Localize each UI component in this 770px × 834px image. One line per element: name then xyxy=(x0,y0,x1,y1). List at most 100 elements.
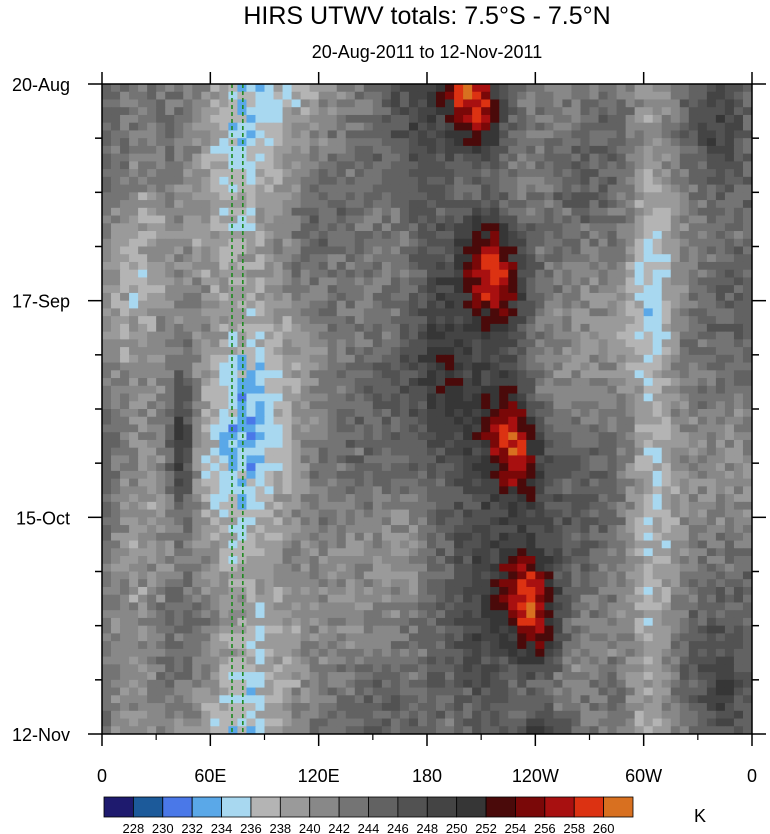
heatmap-cell xyxy=(390,145,401,155)
heatmap-cell xyxy=(580,91,591,101)
heatmap-cell xyxy=(111,84,121,93)
heatmap-cell xyxy=(399,378,410,387)
heatmap-cell xyxy=(174,424,184,433)
heatmap-cell xyxy=(327,354,338,364)
heatmap-cell xyxy=(454,300,464,310)
heatmap-cell xyxy=(589,563,600,573)
heatmap-cell xyxy=(318,192,329,201)
heatmap-cell xyxy=(363,323,374,333)
heatmap-cell xyxy=(652,130,663,139)
heatmap-cell xyxy=(553,300,564,310)
heatmap-cell xyxy=(634,277,645,286)
heatmap-cell xyxy=(327,409,338,418)
heatmap-cell xyxy=(201,200,211,209)
heatmap-cell xyxy=(706,91,717,101)
heatmap-cell xyxy=(535,200,545,209)
heatmap-cell xyxy=(156,532,166,542)
heatmap-cell xyxy=(445,370,455,379)
heatmap-cell xyxy=(381,153,392,162)
heatmap-cell xyxy=(679,285,690,294)
heatmap-cell xyxy=(381,316,392,325)
heatmap-cell xyxy=(742,610,752,619)
heatmap-cell xyxy=(652,300,663,310)
heatmap-cell xyxy=(427,501,437,511)
heatmap-cell xyxy=(327,486,338,495)
heatmap-cell xyxy=(589,161,600,170)
heatmap-cell xyxy=(742,393,752,402)
heatmap-cell xyxy=(111,138,121,147)
heatmap-cell xyxy=(508,223,518,232)
heatmap-cell xyxy=(399,594,410,604)
heatmap-cell xyxy=(472,153,482,162)
heatmap-cell xyxy=(255,525,266,534)
heatmap-cell xyxy=(580,161,591,170)
heatmap-cell xyxy=(454,517,464,526)
heatmap-cell xyxy=(336,331,347,340)
heatmap-cell xyxy=(499,339,509,348)
heatmap-cell xyxy=(616,370,627,379)
heatmap-cell xyxy=(291,447,302,457)
heatmap-cell xyxy=(616,501,627,511)
heatmap-cell xyxy=(129,277,139,286)
heatmap-cell xyxy=(201,354,211,364)
heatmap-cell xyxy=(688,494,699,503)
heatmap-cell xyxy=(120,231,130,240)
heatmap-cell xyxy=(598,161,609,170)
heatmap-cell xyxy=(174,517,184,526)
heatmap-cell xyxy=(390,300,401,310)
heatmap-cell xyxy=(165,285,175,294)
heatmap-cell xyxy=(354,385,365,395)
heatmap-cell xyxy=(417,470,428,480)
heatmap-cell xyxy=(156,207,166,217)
heatmap-cell xyxy=(571,99,582,108)
heatmap-cell xyxy=(427,130,437,139)
heatmap-cell xyxy=(129,393,139,402)
heatmap-cell xyxy=(228,602,239,611)
heatmap-cell xyxy=(481,486,491,495)
heatmap-cell xyxy=(490,563,500,573)
heatmap-cell xyxy=(544,525,554,534)
heatmap-cell xyxy=(417,269,428,279)
heatmap-cell xyxy=(111,432,121,441)
heatmap-cell xyxy=(715,200,726,209)
heatmap-cell xyxy=(120,161,130,170)
heatmap-cell xyxy=(372,385,383,395)
heatmap-cell xyxy=(372,122,383,132)
heatmap-cell xyxy=(372,424,383,433)
heatmap-cell xyxy=(318,548,329,557)
heatmap-cell xyxy=(255,192,266,201)
heatmap-cell xyxy=(408,161,419,170)
heatmap-cell xyxy=(598,138,609,147)
heatmap-cell xyxy=(354,556,365,565)
heatmap-cell xyxy=(291,594,302,604)
heatmap-cell xyxy=(544,347,554,356)
heatmap-cell xyxy=(481,316,491,325)
heatmap-cell xyxy=(255,509,266,518)
heatmap-cell xyxy=(237,254,248,263)
heatmap-cell xyxy=(156,277,166,286)
heatmap-cell xyxy=(183,478,193,487)
heatmap-cell xyxy=(697,579,708,588)
heatmap-cell xyxy=(255,494,266,503)
heatmap-cell xyxy=(246,292,257,302)
heatmap-cell xyxy=(742,107,752,116)
heatmap-cell xyxy=(679,494,690,503)
heatmap-cell xyxy=(472,91,482,101)
heatmap-cell xyxy=(634,339,645,348)
heatmap-cell xyxy=(445,316,455,325)
heatmap-cell xyxy=(670,114,681,124)
heatmap-cell xyxy=(219,285,229,294)
heatmap-cell xyxy=(436,316,446,325)
heatmap-cell xyxy=(589,470,600,480)
heatmap-cell xyxy=(417,238,428,248)
heatmap-cell xyxy=(580,114,591,124)
heatmap-cell xyxy=(652,432,663,441)
heatmap-cell xyxy=(264,424,275,433)
heatmap-cell xyxy=(399,409,410,418)
heatmap-cell xyxy=(508,114,518,124)
heatmap-cell xyxy=(147,532,157,542)
heatmap-cell xyxy=(183,215,193,224)
heatmap-cell xyxy=(742,184,752,193)
heatmap-cell xyxy=(336,215,347,224)
heatmap-cell xyxy=(183,246,193,255)
